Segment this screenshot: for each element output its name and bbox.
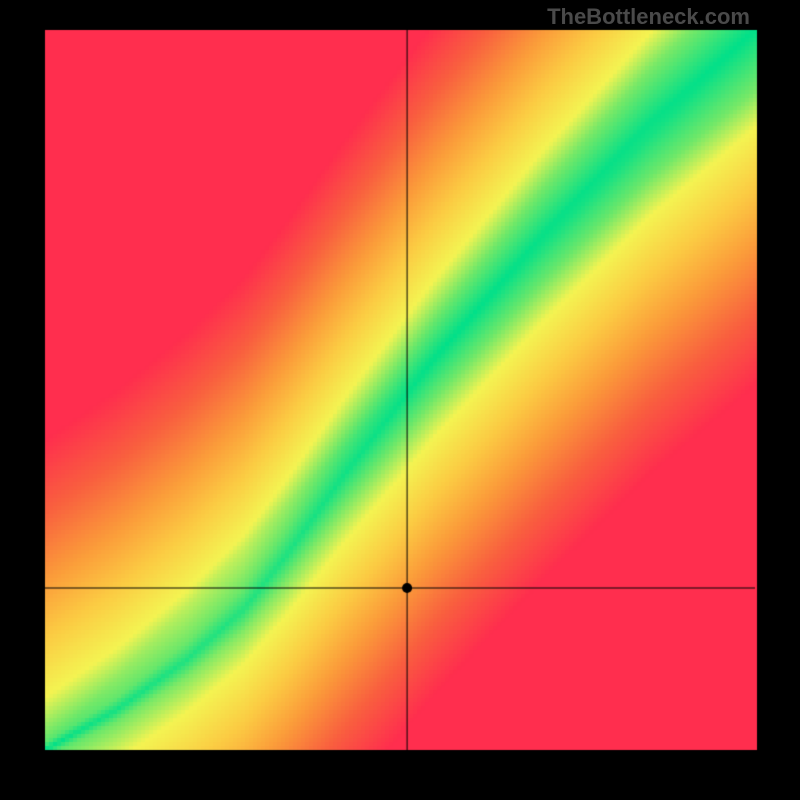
bottleneck-heatmap — [0, 0, 800, 800]
watermark-text: TheBottleneck.com — [547, 4, 750, 30]
